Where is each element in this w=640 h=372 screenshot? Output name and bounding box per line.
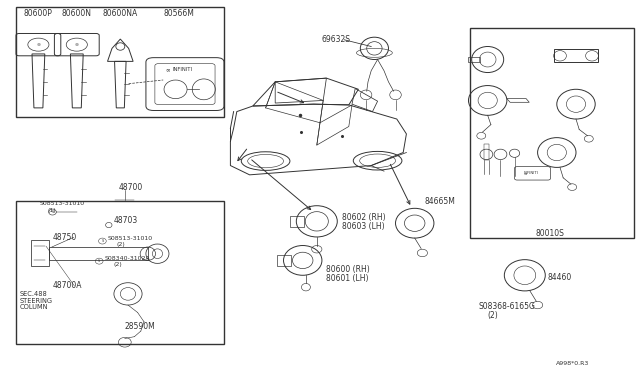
Text: 80010S: 80010S (536, 229, 565, 238)
Text: ∞: ∞ (523, 171, 527, 175)
Text: COLUMN: COLUMN (19, 304, 48, 310)
Bar (16, 7, 224, 117)
Text: 80600 (RH): 80600 (RH) (326, 265, 370, 274)
Text: 80602 (RH): 80602 (RH) (342, 213, 386, 222)
Bar (468, 57, 480, 62)
Bar (49, 247, 148, 260)
Text: S08368-6165G: S08368-6165G (479, 302, 536, 311)
Bar (470, 28, 634, 238)
Text: 80600NA: 80600NA (102, 9, 138, 18)
Text: (1): (1) (48, 208, 56, 213)
Text: S08513-31010: S08513-31010 (108, 235, 153, 241)
Text: ∞: ∞ (36, 42, 40, 47)
Text: INFINITI: INFINITI (173, 67, 193, 72)
Text: 48700A: 48700A (52, 281, 82, 290)
Text: 48703: 48703 (114, 216, 138, 225)
Text: 84460: 84460 (547, 273, 572, 282)
Text: A998*0.R3: A998*0.R3 (556, 361, 589, 366)
Text: 48750: 48750 (52, 233, 77, 242)
Text: SEC.488: SEC.488 (19, 291, 47, 297)
Text: 69632S: 69632S (321, 35, 350, 44)
Bar (31, 240, 49, 266)
Text: 28590M: 28590M (125, 322, 156, 331)
Bar (16, 201, 224, 344)
Text: (2): (2) (116, 242, 125, 247)
Text: S: S (51, 210, 54, 214)
Bar (484, 144, 489, 160)
Text: 80600N: 80600N (62, 9, 92, 18)
Text: S: S (101, 239, 104, 243)
Text: (2): (2) (114, 262, 123, 267)
Text: S08340-3102A: S08340-3102A (104, 256, 150, 261)
Text: INFINITI: INFINITI (524, 171, 539, 175)
Text: ∞: ∞ (165, 67, 170, 72)
Text: STEERING: STEERING (19, 298, 52, 304)
Text: S: S (98, 259, 100, 263)
Text: 80566M: 80566M (164, 9, 195, 18)
Text: 80603 (LH): 80603 (LH) (342, 222, 385, 231)
Text: ∞: ∞ (75, 42, 79, 47)
Text: (2): (2) (488, 311, 499, 320)
Text: 80600P: 80600P (24, 9, 53, 18)
Text: 80601 (LH): 80601 (LH) (326, 275, 369, 283)
Text: 48700: 48700 (118, 183, 143, 192)
Text: 84665M: 84665M (424, 197, 455, 206)
Text: S08513-31010: S08513-31010 (40, 201, 85, 206)
Bar (554, 49, 598, 62)
